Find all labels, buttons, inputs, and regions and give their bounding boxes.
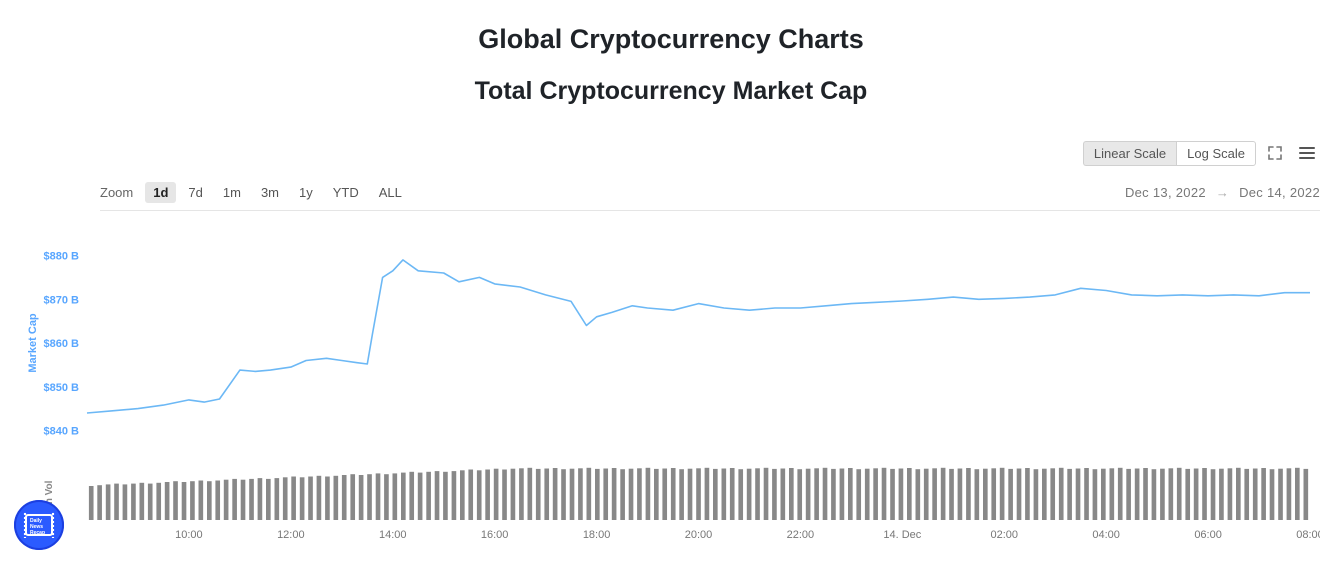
svg-text:20:00: 20:00 bbox=[685, 529, 713, 541]
date-from: Dec 13, 2022 bbox=[1125, 185, 1206, 200]
scale-controls: Linear ScaleLog Scale bbox=[1083, 140, 1320, 166]
svg-text:14. Dec: 14. Dec bbox=[883, 529, 921, 541]
page-title: Global Cryptocurrency Charts bbox=[0, 24, 1342, 55]
svg-text:08:00: 08:00 bbox=[1296, 529, 1320, 541]
svg-text:$880 B: $880 B bbox=[44, 251, 80, 263]
svg-text:18:00: 18:00 bbox=[583, 529, 611, 541]
chart-title: Total Cryptocurrency Market Cap bbox=[0, 77, 1342, 106]
svg-text:$870 B: $870 B bbox=[44, 294, 80, 306]
svg-text:16:00: 16:00 bbox=[481, 529, 509, 541]
svg-text:Market Cap: Market Cap bbox=[27, 313, 39, 373]
svg-text:$850 B: $850 B bbox=[44, 382, 80, 394]
badge-text: Daily News Recap bbox=[30, 518, 48, 536]
date-range: Dec 13, 2022 → Dec 14, 2022 bbox=[1125, 185, 1320, 200]
zoom-label: Zoom bbox=[100, 185, 133, 200]
scale-option-linear-scale[interactable]: Linear Scale bbox=[1083, 141, 1176, 166]
svg-text:06:00: 06:00 bbox=[1194, 529, 1222, 541]
news-badge[interactable]: Daily News Recap bbox=[14, 500, 64, 550]
zoom-1d[interactable]: 1d bbox=[145, 182, 176, 203]
fullscreen-icon[interactable] bbox=[1262, 140, 1288, 166]
arrow-icon: → bbox=[1216, 185, 1229, 200]
svg-text:02:00: 02:00 bbox=[990, 529, 1018, 541]
zoom-1m[interactable]: 1m bbox=[215, 182, 249, 203]
svg-text:10:00: 10:00 bbox=[175, 529, 203, 541]
scale-toggle: Linear ScaleLog Scale bbox=[1083, 141, 1256, 166]
zoom-ytd[interactable]: YTD bbox=[325, 182, 367, 203]
date-to: Dec 14, 2022 bbox=[1239, 185, 1320, 200]
svg-text:$860 B: $860 B bbox=[44, 338, 80, 350]
svg-text:$840 B: $840 B bbox=[44, 426, 80, 438]
svg-text:22:00: 22:00 bbox=[787, 529, 815, 541]
menu-icon[interactable] bbox=[1294, 140, 1320, 166]
zoom-1y[interactable]: 1y bbox=[291, 182, 321, 203]
svg-text:12:00: 12:00 bbox=[277, 529, 305, 541]
zoom-3m[interactable]: 3m bbox=[253, 182, 287, 203]
svg-text:04:00: 04:00 bbox=[1092, 529, 1120, 541]
chart-area[interactable]: $840 B $850 B $860 B $870 B $880 B Market Cap… bbox=[22, 220, 1320, 554]
svg-text:14:00: 14:00 bbox=[379, 529, 407, 541]
zoom-row: Zoom 1d7d1m3m1yYTDALL Dec 13, 2022 → Dec… bbox=[100, 182, 1320, 203]
zoom-7d[interactable]: 7d bbox=[180, 182, 210, 203]
zoom-buttons: 1d7d1m3m1yYTDALL bbox=[145, 182, 410, 203]
zoom-all[interactable]: ALL bbox=[371, 182, 410, 203]
divider bbox=[100, 210, 1320, 211]
scale-option-log-scale[interactable]: Log Scale bbox=[1176, 141, 1256, 166]
